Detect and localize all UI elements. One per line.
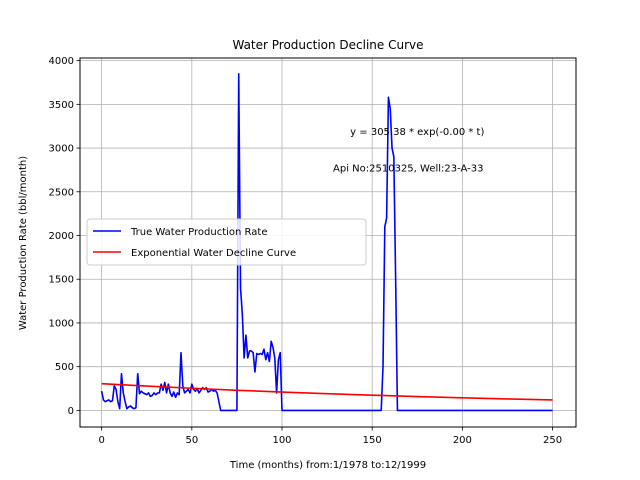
y-tick-label: 500 — [55, 362, 74, 373]
x-tick-label: 200 — [453, 435, 472, 446]
y-tick-label: 3500 — [49, 100, 74, 111]
y-tick-label: 2500 — [49, 187, 74, 198]
series-line-1 — [101, 382, 553, 401]
plot-frame — [79, 57, 577, 428]
annotation-0: y = 305.38 * exp(-0.00 * t) — [350, 127, 484, 138]
y-tick-label: 1000 — [49, 318, 74, 329]
y-tick-label: 0 — [68, 406, 74, 417]
y-axis-label: Water Production Rate (bbl/month) — [18, 156, 29, 330]
x-tick-label: 0 — [98, 435, 104, 446]
x-tick-label: 50 — [185, 435, 198, 446]
annotation-1: Api No:2510325, Well:23-A-33 — [333, 164, 483, 175]
annotation-layer: y = 305.38 * exp(-0.00 * t) Api No:251032… — [333, 127, 484, 175]
legend-label-exponential-curve: Exponential Water Decline Curve — [131, 248, 296, 259]
y-tick-label: 2000 — [49, 231, 74, 242]
series-layer — [100, 72, 553, 412]
y-tick-label: 3000 — [49, 144, 74, 155]
chart-title: Water Production Decline Curve — [232, 38, 423, 52]
series-line-0 — [100, 72, 553, 412]
legend-box — [86, 218, 367, 266]
x-tick-label: 100 — [272, 435, 291, 446]
legend-label-true-rate: True Water Production Rate — [130, 227, 267, 238]
y-tick-label: 4000 — [49, 56, 74, 67]
legend: True Water Production Rate Exponential W… — [86, 218, 367, 266]
x-tick-label: 150 — [363, 435, 382, 446]
tick-layer: 0 50 100 150 200 2500500100015002000250030003… — [49, 56, 563, 446]
x-axis-label: Time (months) from:1/1978 to:12/1999 — [229, 460, 426, 471]
y-tick-label: 1500 — [49, 275, 74, 286]
x-tick-label: 250 — [543, 435, 562, 446]
